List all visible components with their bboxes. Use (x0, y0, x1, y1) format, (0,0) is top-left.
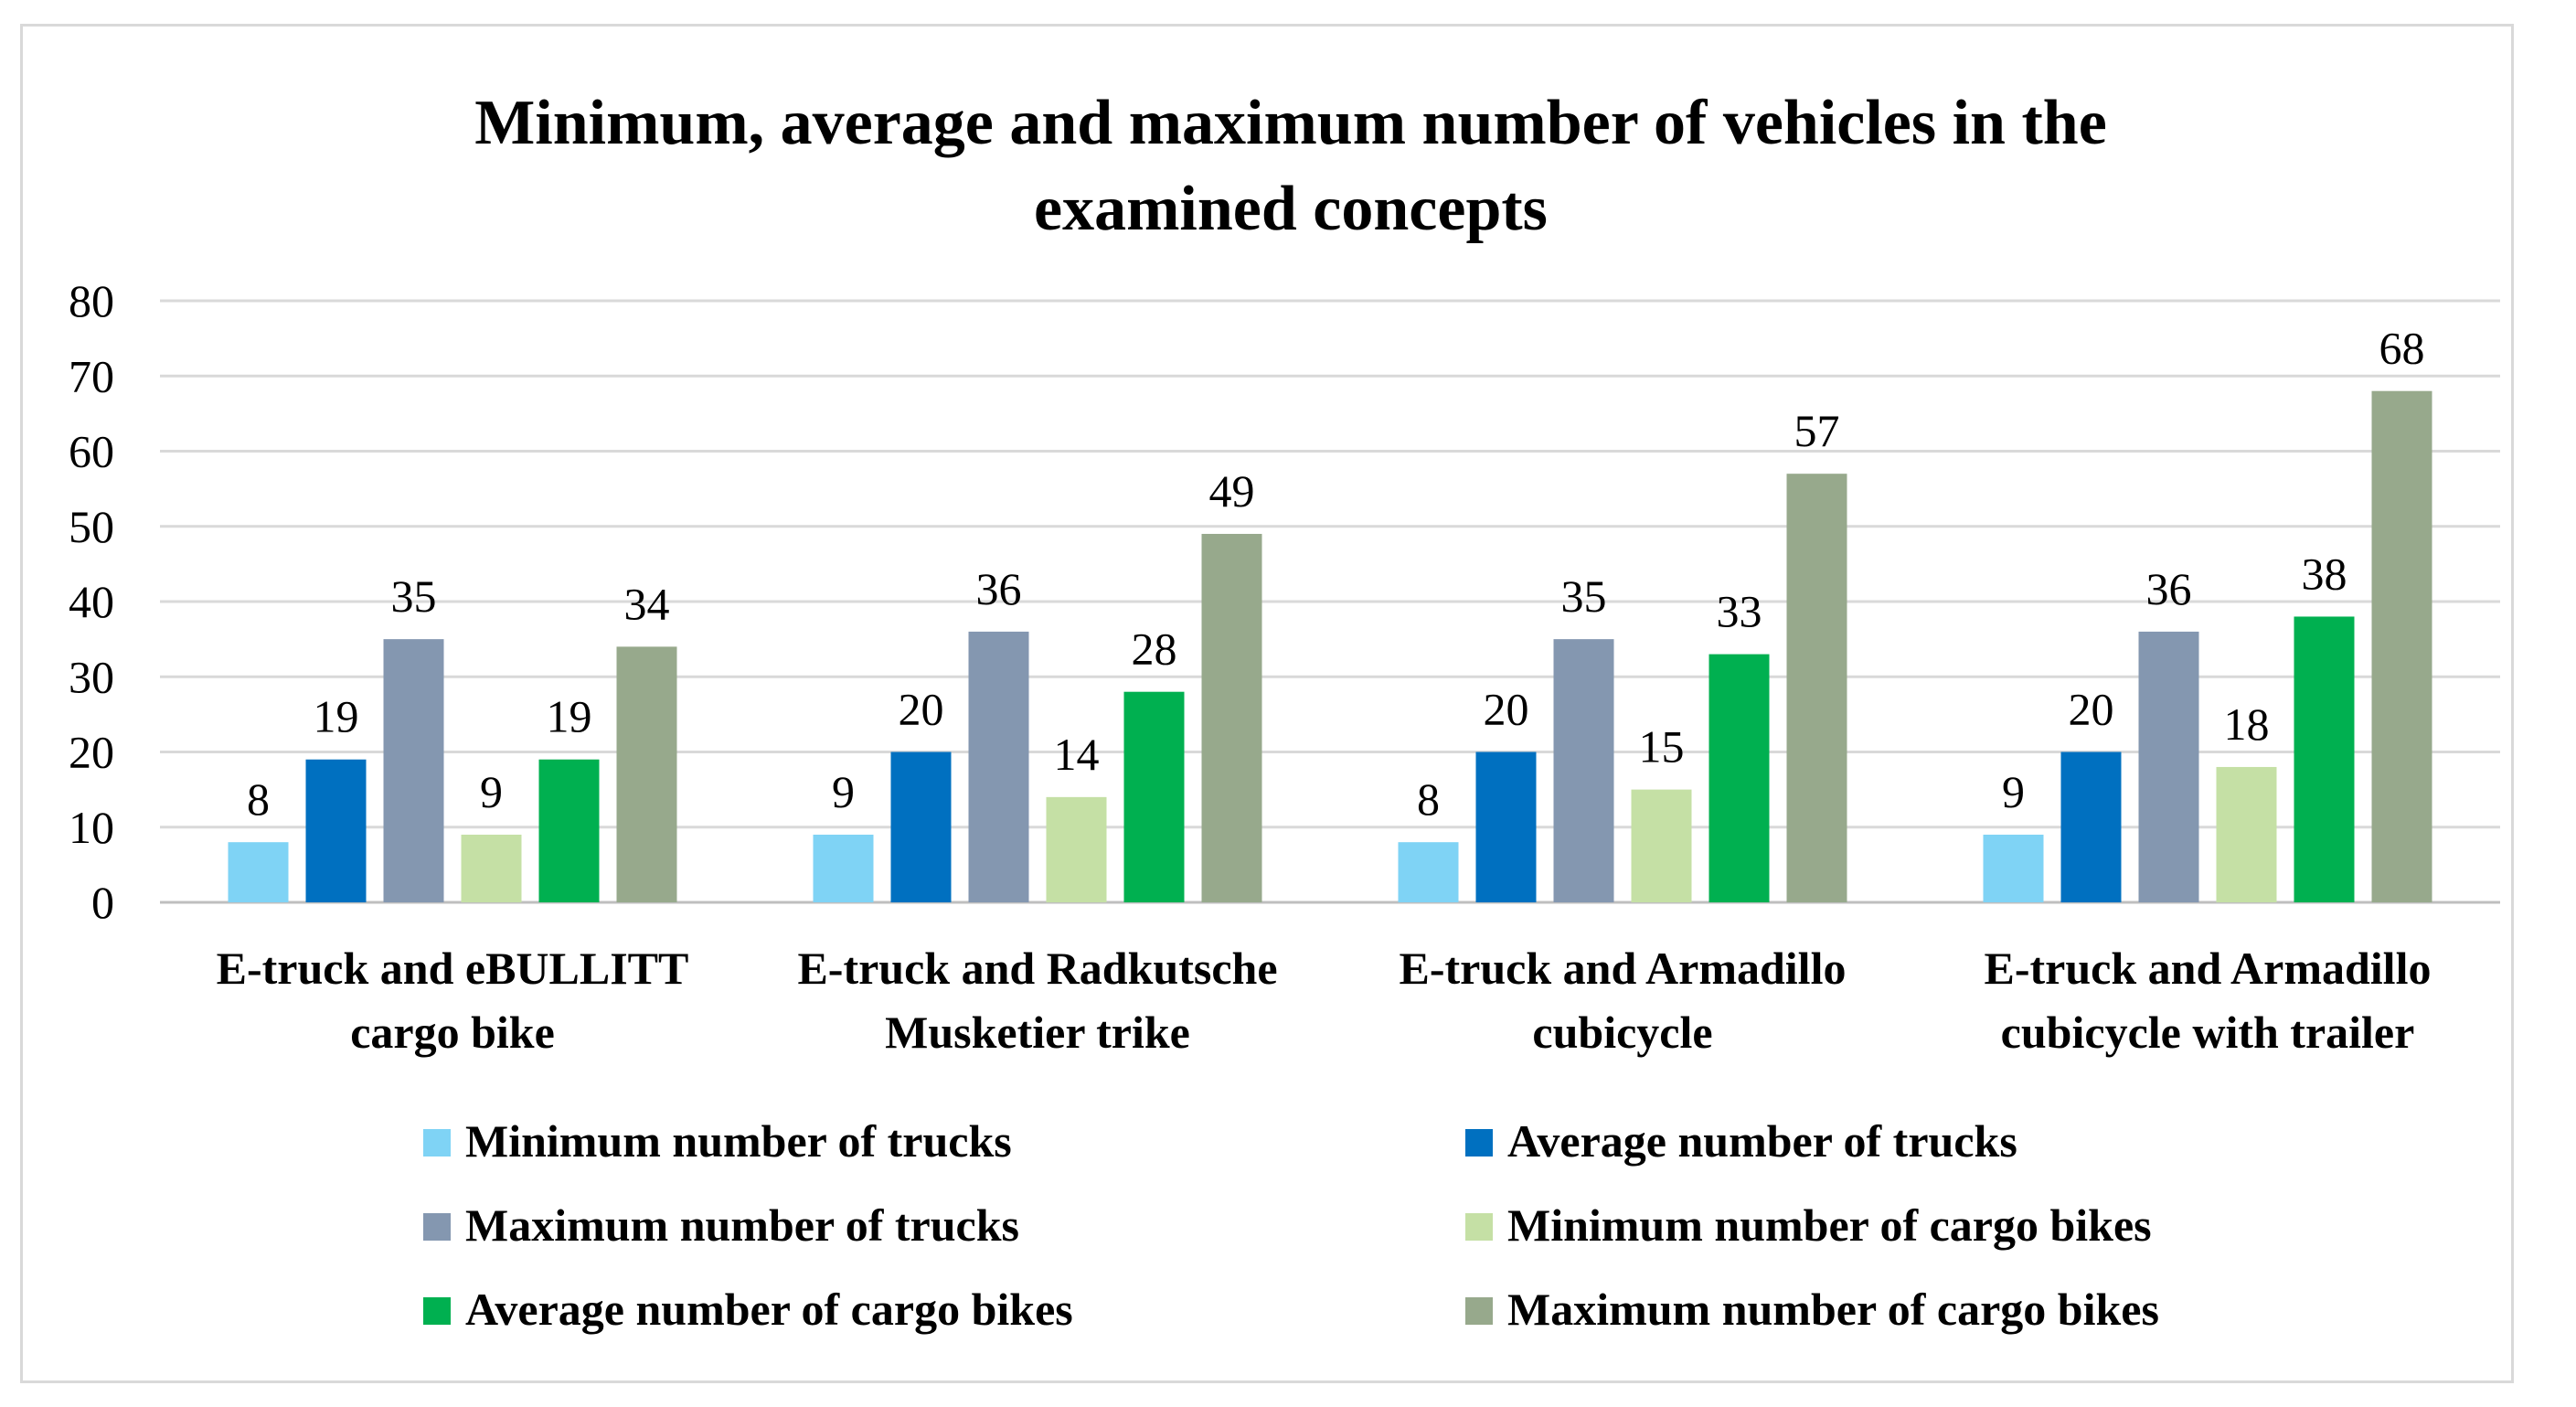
x-axis-categories: E-truck and eBULLITT cargo bike E-truck an… (217, 943, 2432, 1058)
data-label: 14 (1054, 729, 1100, 780)
bar (2060, 751, 2122, 902)
data-label: 28 (1132, 624, 1177, 675)
bar (538, 759, 600, 902)
y-tick-label: 0 (91, 877, 114, 928)
legend-label: Maximum number of trucks (465, 1199, 1019, 1251)
legend-label: Maximum number of cargo bikes (1507, 1284, 2159, 1335)
data-label: 9 (832, 766, 855, 817)
y-tick-label: 10 (69, 802, 114, 853)
chart-title: Minimum, average and maximum number of v… (474, 88, 2107, 244)
bar (2294, 616, 2355, 902)
category-label: Musketier trike (885, 1007, 1190, 1058)
data-label: 9 (480, 766, 503, 817)
bar (1983, 834, 2044, 902)
y-tick-label: 40 (69, 576, 114, 627)
bar (813, 834, 874, 902)
data-label: 19 (547, 691, 592, 742)
gridlines (160, 299, 2500, 904)
legend-swatch (423, 1129, 451, 1157)
data-label: 68 (2379, 323, 2425, 374)
bar (1475, 751, 1537, 902)
y-tick-label: 60 (69, 426, 114, 477)
data-label: 8 (247, 773, 270, 825)
bar (968, 631, 1029, 902)
data-label: 35 (391, 570, 437, 622)
y-tick-label: 70 (69, 350, 114, 401)
data-label: 33 (1717, 586, 1762, 637)
legend-swatch (423, 1297, 451, 1325)
y-tick-label: 50 (69, 501, 114, 552)
data-label: 35 (1561, 570, 1607, 622)
bar (1398, 842, 1459, 902)
data-label: 36 (2146, 563, 2192, 614)
bar (890, 751, 952, 902)
legend-swatch (1465, 1297, 1493, 1325)
legend-label: Average number of cargo bikes (465, 1284, 1073, 1335)
bar (228, 842, 289, 902)
legend-label: Minimum number of cargo bikes (1507, 1199, 2152, 1251)
data-label: 19 (314, 691, 359, 742)
category-label: E-truck and Radkutsche (797, 943, 1277, 994)
chart-area: Minimum, average and maximum number of v… (20, 24, 2514, 1383)
data-label: 34 (624, 578, 670, 629)
legend: Minimum number of trucks Average number o… (423, 1115, 2159, 1335)
category-label: E-truck and Armadillo (1400, 943, 1847, 994)
bar (1046, 796, 1107, 902)
bar-chart: Minimum, average and maximum number of v… (69, 88, 2500, 1335)
chart-title-line-2: examined concepts (1034, 174, 1548, 244)
chart-title-line-1: Minimum, average and maximum number of v… (474, 88, 2107, 158)
bar (1786, 474, 1847, 902)
bar (1553, 639, 1614, 902)
bar (383, 639, 444, 902)
data-label: 20 (2069, 684, 2114, 735)
bar (1201, 533, 1262, 902)
bar (1631, 789, 1692, 902)
category-label: cubicycle (1532, 1007, 1712, 1058)
bar (461, 834, 522, 902)
data-label: 38 (2302, 548, 2347, 599)
y-tick-label: 30 (69, 651, 114, 702)
bars (228, 390, 2432, 902)
data-label: 15 (1639, 721, 1685, 773)
category-label: E-truck and eBULLITT (217, 943, 689, 994)
data-label: 9 (2002, 766, 2025, 817)
data-label: 49 (1209, 465, 1255, 517)
bar (305, 759, 367, 902)
category-label: cargo bike (350, 1007, 555, 1058)
category-label: E-truck and Armadillo (1985, 943, 2432, 994)
legend-swatch (1465, 1213, 1493, 1241)
bar (2216, 766, 2277, 902)
data-label: 36 (976, 563, 1022, 614)
legend-label: Minimum number of trucks (465, 1115, 1012, 1167)
bar (2138, 631, 2199, 902)
bar (1708, 654, 1770, 902)
legend-swatch (1465, 1129, 1493, 1157)
bar (616, 646, 677, 902)
category-label: cubicycle with trailer (2001, 1007, 2415, 1058)
bar (2371, 390, 2432, 902)
y-tick-label: 20 (69, 727, 114, 778)
legend-swatch (423, 1213, 451, 1241)
data-label: 20 (899, 684, 944, 735)
data-label: 20 (1484, 684, 1529, 735)
legend-label: Average number of trucks (1507, 1115, 2017, 1167)
data-label: 18 (2224, 698, 2270, 750)
y-tick-label: 80 (69, 275, 114, 326)
data-labels: 8 19 35 9 19 34 9 20 36 14 28 49 8 20 35 15 33 57 9 20 36 18 3… (247, 323, 2425, 826)
y-axis-ticks: 0 10 20 30 40 50 60 70 80 (69, 275, 114, 928)
data-label: 8 (1417, 773, 1440, 825)
data-label: 57 (1794, 405, 1840, 456)
bar (1123, 691, 1185, 902)
